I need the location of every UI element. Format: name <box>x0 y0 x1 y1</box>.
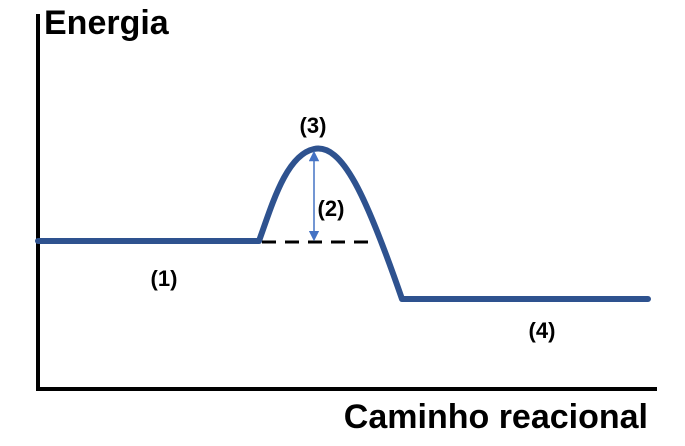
x-axis-title: Caminho reacional <box>344 398 648 436</box>
label-products: (4) <box>529 318 556 343</box>
energy-curve <box>35 145 651 302</box>
y-axis-title: Energia <box>44 4 170 42</box>
axes <box>36 14 657 391</box>
label-reactants: (1) <box>151 266 178 291</box>
label-transition-state: (3) <box>300 113 327 138</box>
label-activation-energy: (2) <box>318 196 345 221</box>
